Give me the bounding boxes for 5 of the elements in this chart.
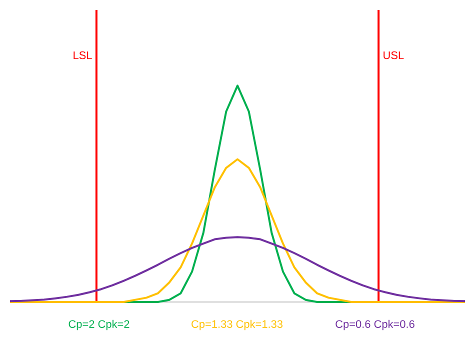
series-label: Cp=2 Cpk=2 — [68, 320, 130, 330]
text: Cp=0.6 Cpk=0.6 — [336, 320, 414, 330]
text: LSL — [74, 51, 92, 60]
text: USL — [384, 51, 404, 60]
text: Cp=1.33 Cpk=1.33 — [192, 320, 282, 330]
